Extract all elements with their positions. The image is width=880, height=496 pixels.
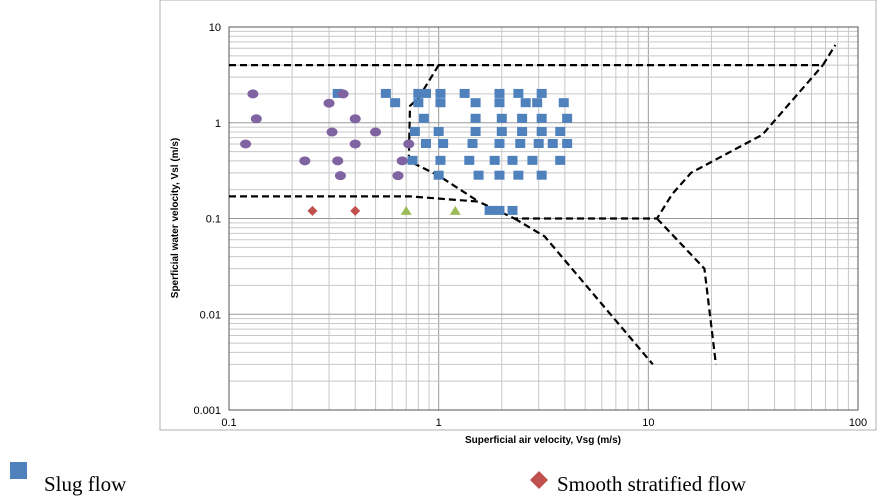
slug-flow-point <box>473 170 484 180</box>
slug-flow-point <box>517 127 528 137</box>
circle-marker-point <box>349 139 361 149</box>
slug-flow-point <box>517 113 528 123</box>
y-tick-label: 0.001 <box>193 405 221 417</box>
slug-flow-point <box>464 155 475 165</box>
legend-label-smooth-stratified-flow: Smooth stratified flow <box>557 472 747 496</box>
slug-flow-point <box>536 127 547 137</box>
circle-marker-point <box>326 127 338 137</box>
legend-marker-slug-flow <box>10 462 27 479</box>
circle-marker-point <box>396 156 408 166</box>
transition-boundary-line <box>513 217 654 366</box>
slug-flow-point <box>433 127 444 137</box>
slug-flow-point <box>470 113 481 123</box>
slug-flow-point <box>418 113 429 123</box>
slug-flow-point <box>459 88 470 98</box>
slug-flow-point <box>494 205 505 215</box>
slug-flow-point <box>435 88 446 98</box>
slug-flow-point <box>536 88 547 98</box>
y-tick-label: 0.1 <box>206 214 221 226</box>
x-tick-label: 10 <box>642 417 654 429</box>
slug-flow-point <box>435 155 446 165</box>
plot-frame <box>159 0 877 431</box>
legend-item-slug-flow: Slug flow <box>10 462 127 496</box>
x-tick-label: 0.1 <box>221 417 236 429</box>
slug-flow-point <box>547 138 558 148</box>
legend-item-smooth-stratified-flow: Smooth stratified flow <box>530 471 747 496</box>
y-tick-label: 0.01 <box>200 309 221 321</box>
circle-marker-point <box>349 114 361 124</box>
slug-flow-point <box>536 170 547 180</box>
circle-marker-point <box>337 89 349 99</box>
slug-flow-point <box>533 138 544 148</box>
circle-marker-point <box>250 114 262 124</box>
circle-marker-point <box>299 156 311 166</box>
circle-marker-point <box>332 156 344 166</box>
transition-boundary-line <box>229 44 837 67</box>
transition-boundary-line <box>407 64 480 203</box>
triangle-marker-point <box>400 205 412 215</box>
smooth-stratified-point <box>307 205 318 216</box>
slug-flow-point <box>558 98 569 108</box>
slug-flow-point <box>532 98 543 108</box>
slug-flow-point <box>420 138 431 148</box>
circle-marker-point <box>247 89 259 99</box>
slug-flow-point <box>467 138 478 148</box>
circle-marker-point <box>323 98 335 108</box>
transition-lines <box>229 44 837 366</box>
slug-flow-point <box>380 88 391 98</box>
triangle-marker-point <box>449 205 461 215</box>
slug-flow-point <box>494 170 505 180</box>
slug-flow-point <box>438 138 449 148</box>
slug-flow-point <box>536 113 547 123</box>
smooth-stratified-point <box>350 205 361 216</box>
tick-labels: 0.1 1 10 100 0.001 0.01 0.1 1 10 <box>193 22 867 429</box>
slug-flow-point <box>513 88 524 98</box>
slug-flow-point <box>470 127 481 137</box>
slug-flow-point <box>413 88 424 98</box>
y-tick-label: 10 <box>209 22 221 34</box>
circle-marker-point <box>392 171 404 181</box>
slug-flow-point <box>413 98 424 108</box>
y-axis-title: Sperficial water velocity, Vsl (m/s) <box>170 138 181 298</box>
legend-marker-smooth-stratified-flow <box>530 471 548 489</box>
y-tick-label: 1 <box>215 118 221 130</box>
transition-boundary-line <box>656 217 717 365</box>
x-tick-label: 1 <box>436 417 442 429</box>
x-axis-title: Superficial air velocity, Vsg (m/s) <box>465 435 621 446</box>
slug-flow-point <box>494 98 505 108</box>
slug-flow-point <box>409 127 420 137</box>
legend-label-slug-flow: Slug flow <box>44 472 127 496</box>
circle-marker-point <box>403 139 415 149</box>
data-points <box>240 88 573 216</box>
slug-flow-point <box>555 127 566 137</box>
slug-flow-point <box>435 98 446 108</box>
slug-flow-point <box>527 155 538 165</box>
legend: Slug flow Smooth stratified flow <box>10 462 747 496</box>
slug-flow-point <box>507 205 518 215</box>
slug-flow-point <box>433 170 444 180</box>
slug-flow-point <box>520 98 531 108</box>
slug-flow-point <box>484 205 495 215</box>
slug-flow-point <box>390 98 401 108</box>
slug-flow-point <box>555 155 566 165</box>
circle-marker-point <box>240 139 252 149</box>
slug-flow-point <box>420 88 431 98</box>
slug-flow-point <box>494 88 505 98</box>
circle-marker-point <box>370 127 382 137</box>
circle-marker-point <box>334 171 346 181</box>
slug-flow-point <box>470 98 481 108</box>
slug-flow-point <box>513 170 524 180</box>
slug-flow-point <box>496 113 507 123</box>
slug-flow-point <box>489 155 500 165</box>
slug-flow-point <box>494 138 505 148</box>
slug-flow-point <box>515 138 526 148</box>
slug-flow-point <box>507 155 518 165</box>
slug-flow-point <box>407 155 418 165</box>
plot-area-border <box>228 26 859 411</box>
slug-flow-point <box>496 127 507 137</box>
x-tick-label: 100 <box>849 417 867 429</box>
slug-flow-point <box>562 113 573 123</box>
slug-flow-point <box>562 138 573 148</box>
